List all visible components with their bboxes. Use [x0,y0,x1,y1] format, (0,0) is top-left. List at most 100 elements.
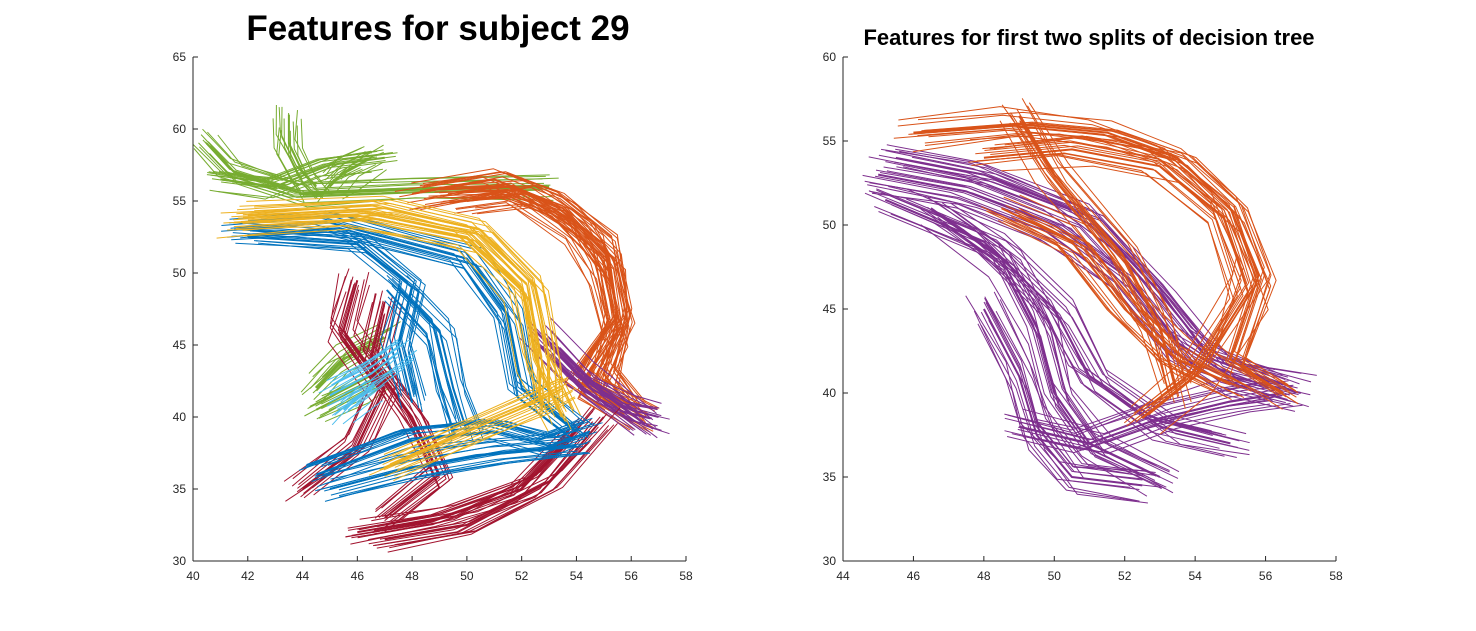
series-line [875,175,1299,396]
series-line [387,429,609,553]
series-line [389,382,568,465]
series-line [394,387,577,468]
series-line [340,379,368,403]
series-line [913,123,1284,394]
series-line [329,351,400,397]
series-lines [192,104,670,553]
series-bundle [216,195,581,482]
series-line [907,188,1247,435]
y-tick-label: 35 [173,482,187,496]
series-line [924,121,1296,392]
series-line [386,303,454,521]
series-line [908,125,1279,396]
series-line [930,207,1161,478]
series-line [329,156,372,188]
series-line [382,385,560,466]
series-line [392,377,569,457]
series-line [257,213,564,409]
series-line [312,326,383,378]
y-tick-label: 55 [173,194,187,208]
series-line [334,392,362,416]
series-line [442,197,623,414]
series-line [1018,392,1284,445]
series-line [1032,122,1192,403]
x-tick-label: 40 [186,569,200,583]
series-line [1033,384,1294,435]
series-line [364,301,435,518]
y-tick-label: 60 [823,50,837,64]
x-tick-label: 44 [836,569,850,583]
series-line [1022,380,1289,429]
series-line [928,123,1299,394]
series-line [317,440,592,488]
series-line [335,164,377,193]
series-line [339,144,384,175]
series-line [528,334,636,431]
series-line [386,289,456,435]
series-line [384,387,564,469]
series-line [549,317,657,414]
x-ticks: 44 46 48 50 52 54 56 58 [836,556,1343,583]
series-line [336,385,364,409]
series-line [202,128,546,185]
series-line [391,278,462,422]
x-tick-label: 50 [1048,569,1062,583]
series-line [254,199,557,392]
series-line [895,156,1284,386]
series-line [1001,207,1231,386]
series-line [342,402,371,425]
series-line [324,151,366,181]
series-line [980,324,1140,502]
series-line [1010,112,1169,391]
series-line [379,298,450,517]
y-tick-label: 60 [173,122,187,136]
x-tick-label: 48 [405,569,419,583]
y-tick-label: 40 [823,386,837,400]
series-line [1004,381,1269,436]
series-line [242,218,545,410]
series-bundle [221,210,603,502]
series-line [387,279,459,426]
x-tick-label: 42 [241,569,255,583]
series-line [370,301,441,519]
series-line [243,210,575,414]
series-line [315,336,386,389]
series-line [314,431,567,478]
series-line [904,163,1293,392]
series-line [545,333,657,428]
series-line [297,279,380,489]
series-line [921,122,1290,393]
series-line [326,341,396,381]
series-bundle [893,98,1299,435]
series-line [328,356,399,403]
series-line [300,118,331,192]
series-line [937,202,1170,473]
chart-title: Features for first two splits of decisio… [863,25,1314,50]
y-tick-label: 45 [823,302,837,316]
series-line [983,308,1143,487]
x-tick-label: 46 [351,569,365,583]
series-line [391,285,463,430]
series-line [217,134,559,189]
series-line [994,135,1260,406]
series-line [545,325,654,421]
series-line [981,206,1210,384]
y-tick-label: 40 [173,410,187,424]
series-line [227,224,553,426]
series-line [1001,165,1269,435]
series-bundle [318,338,418,426]
series-line [936,220,1166,490]
series-lines [862,98,1317,504]
series-line [394,396,575,477]
series-line [288,113,317,186]
series-line [316,340,386,392]
series-line [374,410,594,535]
series-line [903,206,1250,451]
series-line [356,377,386,403]
series-line [419,176,640,407]
series-line [229,152,398,180]
series-line [551,330,662,404]
axes-subject-29: Features for subject 29 40 42 44 46 48 50 52 54… [173,9,693,583]
series-line [906,198,1250,444]
series-line [379,416,601,540]
